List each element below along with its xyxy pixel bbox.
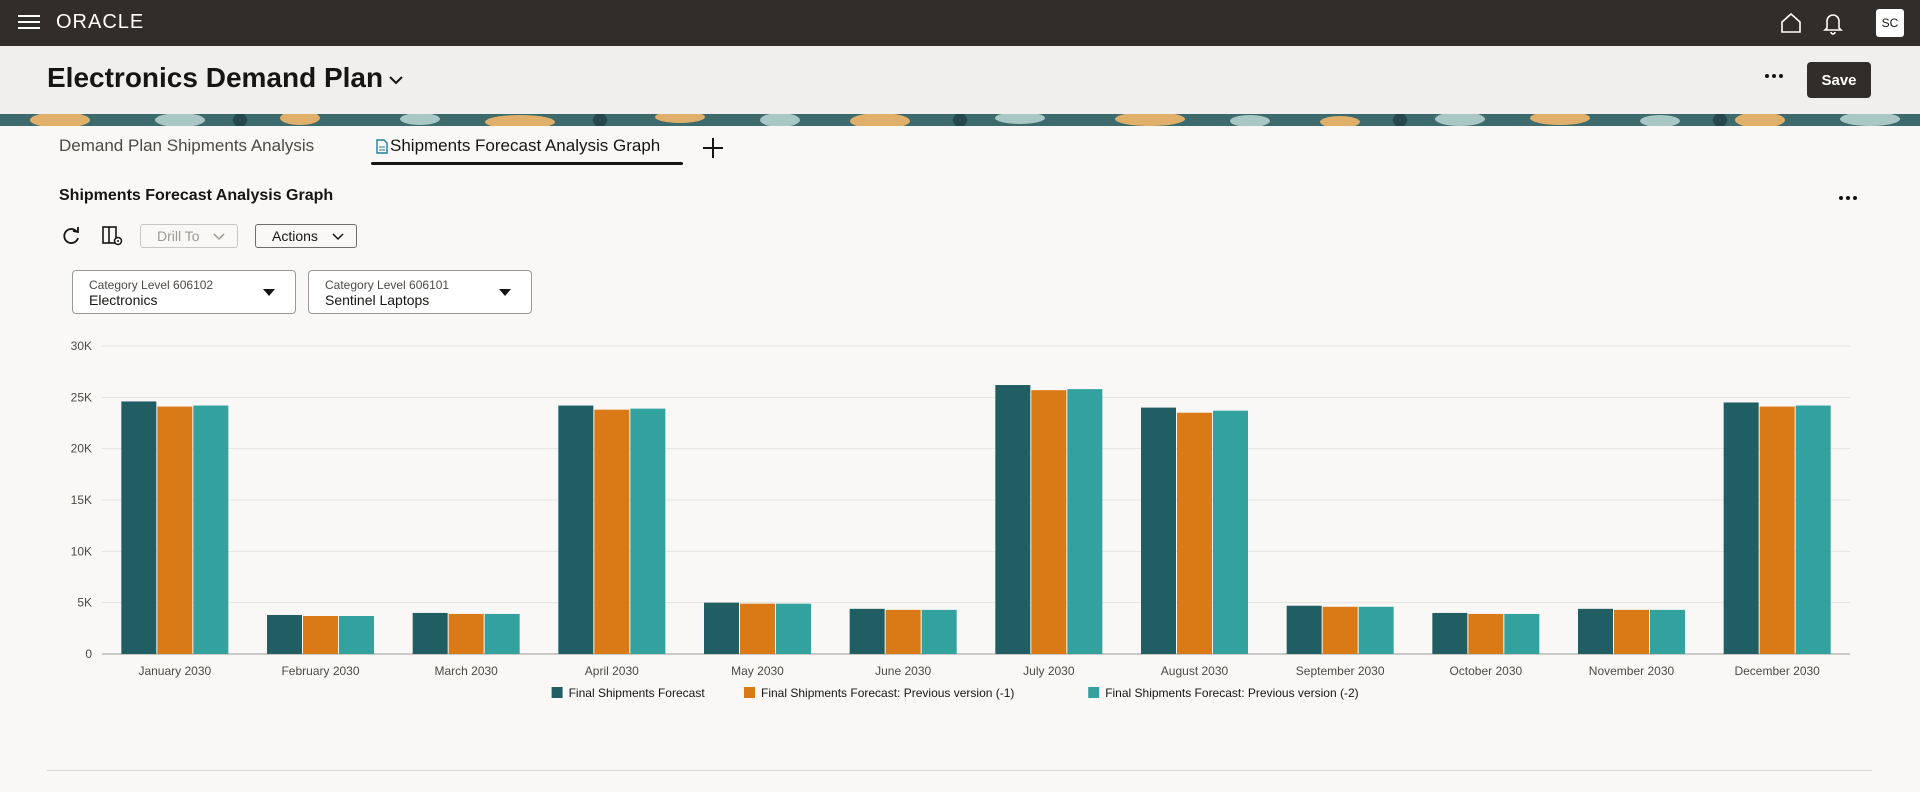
caret-down-icon <box>499 289 511 296</box>
bar <box>1578 608 1613 654</box>
select-label: Category Level 606102 <box>89 278 214 292</box>
x-tick-label: April 2030 <box>585 664 639 678</box>
bar <box>1759 406 1795 654</box>
divider <box>47 770 1872 771</box>
legend-label: Final Shipments Forecast: Previous versi… <box>761 686 1014 700</box>
legend-swatch <box>1088 687 1100 698</box>
bar <box>630 408 666 654</box>
decorative-banner <box>0 114 1920 126</box>
chevron-down-icon[interactable] <box>388 74 404 86</box>
bar <box>1322 606 1358 654</box>
bar <box>1614 609 1649 654</box>
x-tick-label: November 2030 <box>1589 664 1675 678</box>
drill-to-label: Drill To <box>157 228 200 244</box>
y-tick-label: 10K <box>71 544 92 558</box>
bar <box>267 614 302 654</box>
page-title: Electronics Demand Plan <box>47 62 384 93</box>
bar <box>1286 605 1322 654</box>
top-bar: ORACLE SC <box>0 0 1920 46</box>
x-tick-label: September 2030 <box>1296 664 1385 678</box>
select-value: Sentinel Laptops <box>325 292 430 308</box>
bar <box>558 405 594 654</box>
bar <box>740 603 775 654</box>
select-value: Electronics <box>89 292 158 308</box>
bar <box>1358 606 1394 654</box>
bar <box>1177 412 1212 654</box>
page-header: Electronics Demand Plan Save <box>0 46 1920 114</box>
oracle-logo: ORACLE <box>56 11 145 33</box>
user-avatar[interactable]: SC <box>1876 9 1904 37</box>
bar <box>448 613 484 654</box>
bar <box>704 602 739 654</box>
tab-bar: Demand Plan Shipments Analysis Shipments… <box>0 126 1920 168</box>
y-tick-label: 5K <box>77 596 92 610</box>
y-tick-label: 20K <box>71 442 92 456</box>
tab-shipments-forecast-analysis-graph[interactable]: Shipments Forecast Analysis Graph <box>390 136 661 155</box>
actions-label: Actions <box>272 228 318 244</box>
bar <box>1067 389 1103 654</box>
legend-swatch <box>551 687 563 698</box>
active-tab-indicator <box>371 162 683 165</box>
bar <box>1432 612 1468 654</box>
caret-down-icon <box>263 289 275 296</box>
x-tick-label: February 2030 <box>281 664 359 678</box>
legend-label: Final Shipments Forecast <box>569 686 706 700</box>
bar <box>885 609 921 654</box>
bar <box>1504 613 1540 654</box>
category-level-606101-select[interactable]: Category Level 606101 Sentinel Laptops <box>308 270 532 314</box>
bar <box>594 409 630 654</box>
home-icon[interactable] <box>1778 10 1804 36</box>
bar <box>157 406 193 654</box>
bar <box>1650 609 1685 654</box>
shipments-forecast-bar-chart: 0 5K 10K 15K 20K 25K 30K January 2030 February 2… <box>71 339 1850 700</box>
x-tick-label: January 2030 <box>138 664 211 678</box>
layout-settings-icon[interactable] <box>100 224 124 248</box>
y-tick-label: 15K <box>71 493 92 507</box>
refresh-icon[interactable] <box>59 224 83 248</box>
save-button[interactable]: Save <box>1807 62 1871 98</box>
y-tick-label: 30K <box>71 339 92 353</box>
add-tab-icon[interactable] <box>700 135 726 161</box>
bar <box>193 405 229 654</box>
x-tick-label: June 2030 <box>875 664 931 678</box>
x-tick-label: July 2030 <box>1023 664 1075 678</box>
tab-demand-plan-shipments-analysis[interactable]: Demand Plan Shipments Analysis <box>59 136 315 155</box>
drill-to-button[interactable]: Drill To <box>140 224 238 248</box>
bar <box>1723 402 1759 654</box>
x-tick-label: December 2030 <box>1734 664 1820 678</box>
bar <box>303 616 338 654</box>
x-tick-label: March 2030 <box>434 664 498 678</box>
bar <box>849 608 885 654</box>
bar <box>412 612 448 654</box>
bar <box>776 603 811 654</box>
x-tick-label: August 2030 <box>1161 664 1229 678</box>
bar <box>1468 613 1504 654</box>
section-title: Shipments Forecast Analysis Graph <box>59 187 334 204</box>
bar <box>995 385 1031 654</box>
legend-swatch <box>744 687 755 698</box>
section-more-options-icon[interactable] <box>1834 188 1862 208</box>
x-tick-label: May 2030 <box>731 664 784 678</box>
bar <box>1031 390 1067 654</box>
y-tick-label: 25K <box>71 390 92 404</box>
bar <box>121 401 157 654</box>
bar <box>484 613 520 654</box>
category-level-606102-select[interactable]: Category Level 606102 Electronics <box>72 270 296 314</box>
bar <box>1213 410 1248 654</box>
bar <box>921 609 957 654</box>
chevron-down-icon <box>213 233 225 241</box>
document-icon <box>376 139 388 154</box>
bar <box>1795 405 1831 654</box>
select-label: Category Level 606101 <box>325 278 450 292</box>
hamburger-menu-icon[interactable] <box>18 13 40 31</box>
y-tick-label: 0 <box>85 647 92 661</box>
chevron-down-icon <box>332 233 344 241</box>
bar <box>339 616 374 654</box>
x-tick-label: October 2030 <box>1449 664 1522 678</box>
legend-label: Final Shipments Forecast: Previous versi… <box>1105 686 1358 700</box>
bar <box>1141 407 1176 654</box>
notifications-bell-icon[interactable] <box>1820 10 1846 36</box>
actions-button[interactable]: Actions <box>255 224 357 248</box>
more-options-icon[interactable] <box>1760 66 1788 86</box>
